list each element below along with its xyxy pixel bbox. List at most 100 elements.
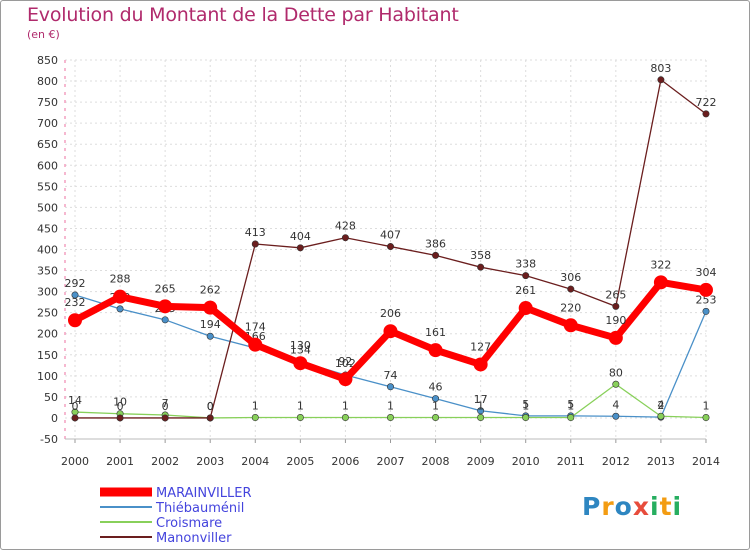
data-label: 358 (470, 249, 491, 262)
data-label: 17 (474, 393, 488, 406)
data-point (702, 110, 710, 118)
data-point (653, 275, 668, 290)
logo-letter: i (672, 492, 683, 521)
data-point (296, 244, 304, 252)
y-tick-label: 50 (44, 391, 58, 404)
data-label: 428 (335, 220, 356, 233)
data-label: 92 (338, 355, 352, 368)
data-point (206, 414, 214, 422)
data-point (338, 372, 353, 387)
data-label: 0 (207, 400, 214, 413)
x-tick-label: 2002 (151, 455, 179, 468)
logo-letter: t (659, 492, 673, 521)
data-point (473, 357, 488, 372)
data-label: 80 (609, 366, 623, 379)
data-label: 1 (567, 400, 574, 413)
y-tick-label: 350 (37, 265, 58, 278)
data-point (71, 414, 79, 422)
data-point (432, 414, 440, 422)
y-tick-label: 300 (37, 286, 58, 299)
proxiti-logo: Proxiti (582, 492, 682, 521)
data-label: 803 (650, 62, 671, 75)
data-label: 262 (200, 284, 221, 297)
y-tick-label: 100 (37, 370, 58, 383)
data-point (518, 301, 533, 316)
y-tick-label: 450 (37, 222, 58, 235)
x-tick-label: 2013 (647, 455, 675, 468)
y-tick-label: 250 (37, 307, 58, 320)
y-tick-label: 750 (37, 96, 58, 109)
data-label: 190 (605, 314, 626, 327)
y-tick-label: 500 (37, 201, 58, 214)
legend-label: Croismare (156, 516, 222, 531)
data-point (563, 318, 578, 333)
y-tick-label: 200 (37, 328, 58, 341)
y-tick-label: 700 (37, 117, 58, 130)
data-label: 1 (297, 400, 304, 413)
data-label: 1 (702, 400, 709, 413)
logo-letter: r (601, 492, 615, 521)
y-tick-label: -50 (40, 433, 58, 446)
data-point (71, 291, 79, 299)
data-point (612, 380, 620, 388)
data-point (522, 272, 530, 280)
y-tick-label: 550 (37, 180, 58, 193)
data-label: 102 (335, 357, 356, 370)
y-tick-label: 150 (37, 349, 58, 362)
data-label: 161 (425, 326, 446, 339)
x-tick-label: 2004 (241, 455, 269, 468)
data-label: 4 (657, 398, 664, 411)
data-point (296, 414, 304, 422)
data-point (702, 414, 710, 422)
logo-letter: i (650, 492, 660, 521)
data-point (702, 307, 710, 315)
data-point (251, 240, 259, 248)
x-tick-label: 2010 (512, 455, 540, 468)
y-tick-label: 800 (37, 75, 58, 88)
data-label: 261 (515, 284, 536, 297)
data-label: 338 (515, 258, 536, 271)
data-point (428, 343, 443, 358)
y-tick-label: 600 (37, 159, 58, 172)
data-point (341, 414, 349, 422)
data-label: 306 (560, 271, 581, 284)
data-point (567, 285, 575, 293)
data-point (341, 234, 349, 242)
data-label: 722 (695, 96, 716, 109)
data-point (657, 412, 665, 420)
legend-label: MARAINVILLER (156, 486, 252, 501)
data-point (432, 395, 440, 403)
data-point (698, 282, 713, 297)
data-label: 5 (567, 398, 574, 411)
data-label: 1 (432, 400, 439, 413)
data-point (386, 414, 394, 422)
logo-letter: P (582, 492, 602, 521)
data-label: 1 (522, 400, 529, 413)
data-point (161, 316, 169, 324)
data-point (432, 251, 440, 259)
data-label: 206 (380, 307, 401, 320)
data-point (657, 76, 665, 84)
data-point (612, 412, 620, 420)
data-label: 74 (383, 369, 397, 382)
logo-letter: x (632, 492, 650, 521)
data-point (386, 243, 394, 251)
data-label: 1 (477, 400, 484, 413)
data-label: 2 (657, 399, 664, 412)
data-label: 304 (695, 266, 716, 279)
data-point (477, 263, 485, 271)
y-tick-label: 650 (37, 138, 58, 151)
data-label: 194 (200, 318, 221, 331)
data-point (293, 356, 308, 371)
data-point (116, 305, 124, 313)
data-point (203, 300, 218, 315)
data-point (383, 324, 398, 339)
legend-label: Thiébauménil (155, 501, 244, 516)
data-point (113, 289, 128, 304)
y-tick-label: 400 (37, 244, 58, 257)
x-tick-label: 2005 (286, 455, 314, 468)
data-label: 5 (522, 398, 529, 411)
data-label: 130 (290, 339, 311, 352)
data-point (567, 414, 575, 422)
chart-title: Evolution du Montant de la Dette par Hab… (27, 4, 459, 26)
